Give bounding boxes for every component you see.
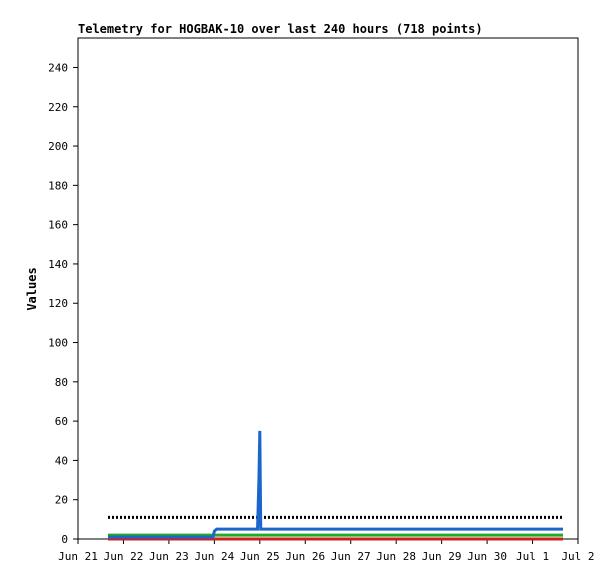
x-tick-label: Jul 1 <box>516 550 549 563</box>
y-tick-label: 220 <box>48 101 68 114</box>
y-tick-label: 200 <box>48 140 68 153</box>
x-tick-label: Jun 29 <box>422 550 462 563</box>
x-tick-label: Jun 27 <box>331 550 371 563</box>
x-tick-label: Jun 22 <box>104 550 144 563</box>
y-tick-label: 80 <box>55 376 68 389</box>
y-tick-label: 60 <box>55 415 68 428</box>
y-tick-label: 140 <box>48 258 68 271</box>
x-tick-label: Jun 21 <box>58 550 98 563</box>
y-tick-label: 0 <box>61 533 68 546</box>
y-tick-label: 240 <box>48 61 68 74</box>
x-tick-label: Jun 26 <box>285 550 325 563</box>
x-tick-label: Jun 25 <box>240 550 280 563</box>
y-tick-label: 180 <box>48 179 68 192</box>
y-tick-label: 160 <box>48 219 68 232</box>
x-tick-label: Jun 23 <box>149 550 189 563</box>
x-tick-label: Jun 30 <box>467 550 507 563</box>
x-tick-label: Jun 24 <box>194 550 234 563</box>
y-tick-label: 20 <box>55 494 68 507</box>
chart-title: Telemetry for HOGBAK-10 over last 240 ho… <box>78 22 483 36</box>
y-tick-label: 120 <box>48 297 68 310</box>
y-axis-label: Values <box>25 267 39 310</box>
y-tick-label: 100 <box>48 337 68 350</box>
plot-frame <box>77 37 579 540</box>
x-tick-label: Jun 28 <box>376 550 416 563</box>
x-tick-label: Jul 2 <box>561 550 594 563</box>
series-line <box>108 430 563 539</box>
y-tick-label: 40 <box>55 454 68 467</box>
